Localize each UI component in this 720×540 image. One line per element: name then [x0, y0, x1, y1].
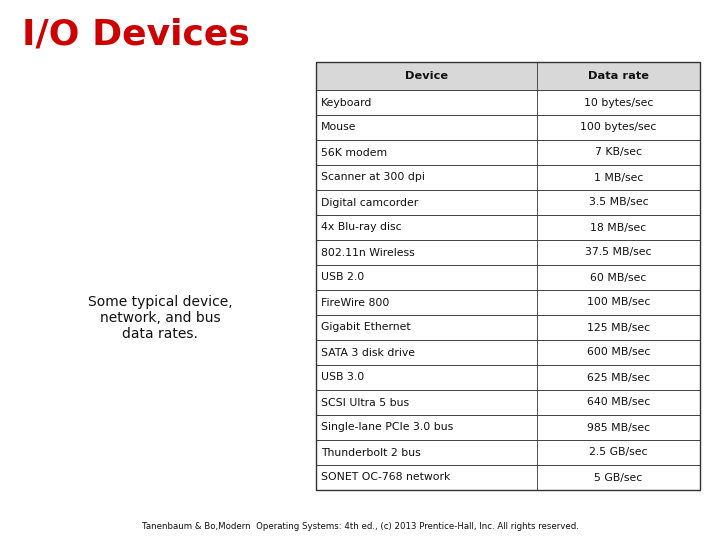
Text: Data rate: Data rate: [588, 71, 649, 81]
Bar: [316, 365, 700, 390]
Text: 100 bytes/sec: 100 bytes/sec: [580, 123, 657, 132]
Bar: [316, 140, 700, 165]
Bar: [316, 340, 700, 365]
Text: Keyboard: Keyboard: [321, 98, 372, 107]
Bar: [316, 190, 700, 215]
Bar: [316, 315, 700, 340]
Bar: [316, 240, 700, 265]
Text: 60 MB/sec: 60 MB/sec: [590, 273, 647, 282]
Text: 802.11n Wireless: 802.11n Wireless: [321, 247, 415, 258]
Text: Scanner at 300 dpi: Scanner at 300 dpi: [321, 172, 425, 183]
Text: 18 MB/sec: 18 MB/sec: [590, 222, 647, 233]
Bar: [316, 265, 700, 290]
Text: USB 3.0: USB 3.0: [321, 373, 364, 382]
Text: I/O Devices: I/O Devices: [22, 18, 250, 52]
Text: Some typical device,
network, and bus
data rates.: Some typical device, network, and bus da…: [88, 295, 233, 341]
Text: 100 MB/sec: 100 MB/sec: [587, 298, 650, 307]
Text: 640 MB/sec: 640 MB/sec: [587, 397, 650, 408]
Bar: [316, 62, 700, 90]
Bar: [316, 62, 700, 490]
Text: 10 bytes/sec: 10 bytes/sec: [584, 98, 653, 107]
Text: 625 MB/sec: 625 MB/sec: [587, 373, 650, 382]
Text: FireWire 800: FireWire 800: [321, 298, 390, 307]
Text: 1 MB/sec: 1 MB/sec: [594, 172, 643, 183]
Bar: [316, 215, 700, 240]
Text: 7 KB/sec: 7 KB/sec: [595, 147, 642, 158]
Text: USB 2.0: USB 2.0: [321, 273, 364, 282]
Text: 600 MB/sec: 600 MB/sec: [587, 348, 650, 357]
Text: 37.5 MB/sec: 37.5 MB/sec: [585, 247, 652, 258]
Text: Mouse: Mouse: [321, 123, 356, 132]
Text: SONET OC-768 network: SONET OC-768 network: [321, 472, 451, 483]
Text: SATA 3 disk drive: SATA 3 disk drive: [321, 348, 415, 357]
Text: 2.5 GB/sec: 2.5 GB/sec: [589, 448, 648, 457]
Bar: [316, 465, 700, 490]
Bar: [316, 290, 700, 315]
Text: 3.5 MB/sec: 3.5 MB/sec: [588, 198, 648, 207]
Text: Single-lane PCIe 3.0 bus: Single-lane PCIe 3.0 bus: [321, 422, 454, 433]
Text: Device: Device: [405, 71, 448, 81]
Bar: [316, 115, 700, 140]
Text: Digital camcorder: Digital camcorder: [321, 198, 418, 207]
Text: 985 MB/sec: 985 MB/sec: [587, 422, 650, 433]
Text: 5 GB/sec: 5 GB/sec: [594, 472, 642, 483]
Bar: [316, 90, 700, 115]
Bar: [316, 415, 700, 440]
Bar: [316, 165, 700, 190]
Text: Thunderbolt 2 bus: Thunderbolt 2 bus: [321, 448, 420, 457]
Bar: [316, 390, 700, 415]
Text: Tanenbaum & Bo,Modern  Operating Systems: 4th ed., (c) 2013 Prentice-Hall, Inc. : Tanenbaum & Bo,Modern Operating Systems:…: [142, 522, 578, 531]
Text: 4x Blu-ray disc: 4x Blu-ray disc: [321, 222, 402, 233]
Text: SCSI Ultra 5 bus: SCSI Ultra 5 bus: [321, 397, 409, 408]
Bar: [316, 440, 700, 465]
Text: 125 MB/sec: 125 MB/sec: [587, 322, 650, 333]
Text: Gigabit Ethernet: Gigabit Ethernet: [321, 322, 410, 333]
Text: 56K modem: 56K modem: [321, 147, 387, 158]
